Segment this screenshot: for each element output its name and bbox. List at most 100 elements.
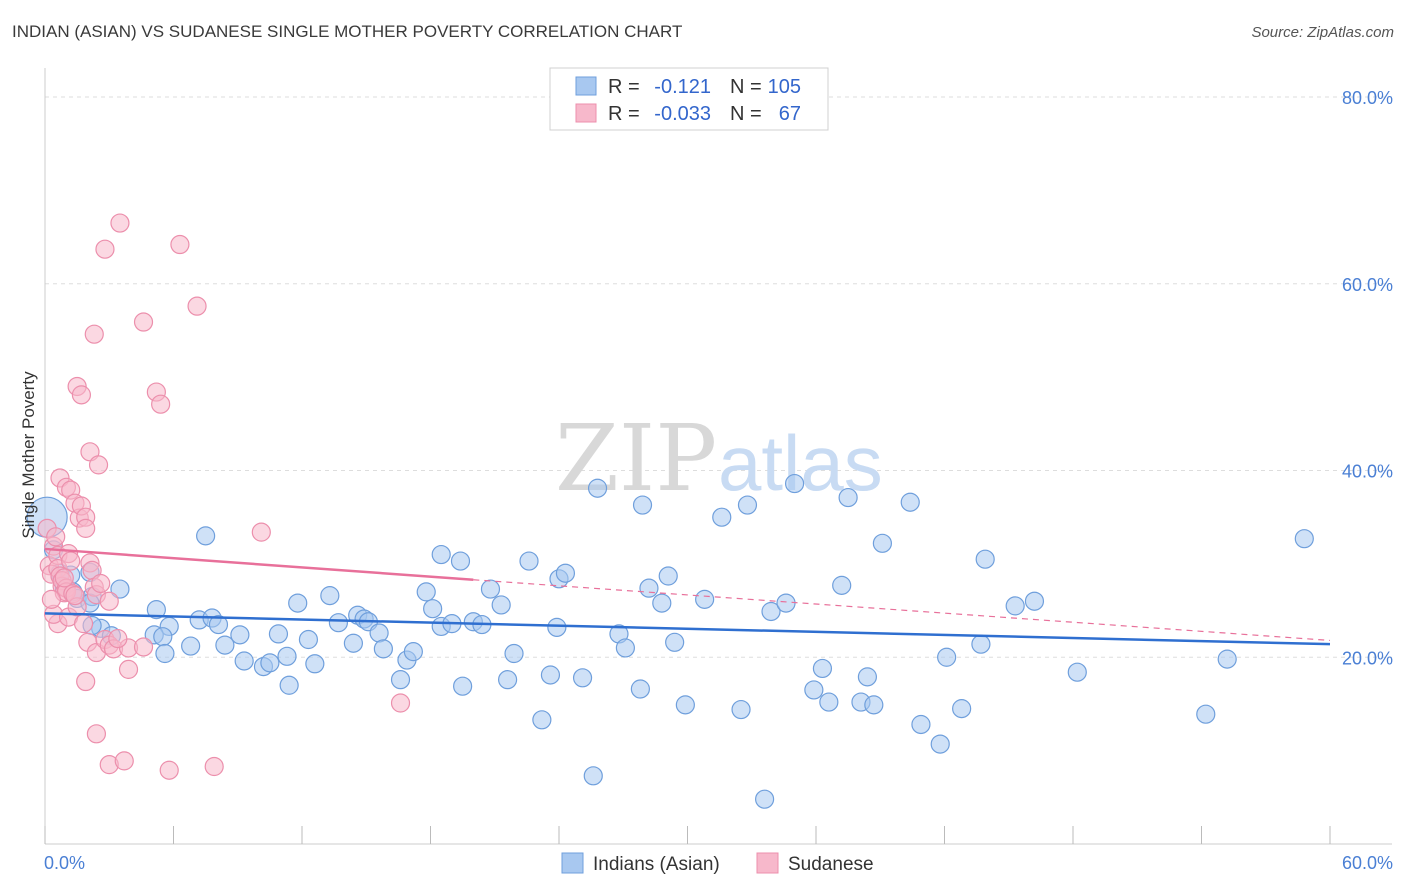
data-point	[630, 679, 650, 699]
data-point	[737, 495, 758, 515]
watermark-zip: ZIP	[555, 405, 717, 512]
chart-title: INDIAN (ASIAN) VS SUDANESE SINGLE MOTHER…	[12, 22, 683, 41]
data-point	[819, 692, 839, 712]
data-point	[639, 578, 659, 598]
watermark-atlas: atlas	[718, 419, 883, 507]
data-point	[675, 695, 695, 715]
data-point	[754, 789, 775, 809]
y-axis-label-group: Single Mother Poverty	[19, 371, 38, 539]
data-point	[583, 766, 603, 786]
legend-r-label: R =	[608, 103, 640, 125]
data-point	[86, 724, 107, 744]
data-point	[872, 533, 892, 553]
data-point	[652, 593, 672, 613]
legend-swatch-blue	[575, 76, 597, 96]
data-point	[453, 676, 473, 696]
data-point	[761, 601, 781, 622]
data-point	[65, 586, 85, 606]
data-point	[547, 617, 567, 637]
data-point	[1217, 649, 1237, 669]
data-point	[153, 627, 173, 647]
data-point	[279, 675, 299, 695]
data-point	[373, 639, 393, 659]
data-point	[76, 518, 96, 538]
data-point	[41, 589, 62, 609]
bottom-legend-label: Indians (Asian)	[593, 854, 720, 875]
data-point	[832, 575, 852, 595]
data-point	[784, 473, 805, 494]
data-point	[146, 600, 166, 620]
trend-line-indians-asian	[44, 612, 1331, 646]
data-point	[230, 625, 250, 645]
data-point	[91, 573, 111, 594]
data-point	[555, 563, 576, 583]
data-point	[975, 549, 995, 569]
legend-r-label: R =	[608, 76, 640, 98]
data-point	[930, 734, 950, 754]
data-point	[1294, 529, 1314, 549]
data-point	[491, 595, 511, 615]
bottom-legend-label: Sudanese	[788, 854, 874, 875]
data-point	[498, 670, 518, 690]
data-point	[99, 591, 119, 611]
data-point	[1024, 591, 1045, 611]
data-point	[572, 668, 593, 688]
data-point	[251, 522, 271, 542]
legend-swatch-pink	[575, 103, 597, 123]
data-point	[857, 667, 878, 687]
trend-lines	[44, 547, 1331, 646]
legend-n-label: N =	[730, 76, 762, 98]
data-point	[390, 670, 411, 690]
series-sudanese	[37, 213, 411, 780]
data-point	[108, 628, 128, 649]
data-point	[519, 551, 539, 571]
data-point	[665, 632, 685, 652]
data-point	[46, 527, 66, 547]
data-point	[208, 614, 229, 635]
data-point	[204, 756, 224, 777]
data-point	[155, 643, 175, 664]
axes	[44, 68, 1392, 845]
tick-labels: 20.0% 40.0% 60.0% 80.0% 0.0% 60.0%	[44, 88, 1393, 873]
data-point	[61, 551, 81, 571]
data-point	[187, 296, 207, 316]
data-point	[615, 638, 635, 658]
data-point	[118, 659, 139, 679]
y-axis-label: Single Mother Poverty	[19, 371, 38, 539]
data-point	[911, 714, 931, 735]
y-tick-label: 60.0%	[1342, 275, 1393, 295]
data-point	[416, 582, 436, 602]
x-tick-label: 0.0%	[44, 853, 85, 873]
data-point	[776, 593, 796, 613]
data-point	[114, 751, 134, 771]
data-point	[305, 654, 325, 674]
data-point	[288, 593, 308, 613]
data-point	[390, 693, 411, 713]
data-point	[298, 629, 319, 650]
bottom-legend-swatch-pink	[756, 852, 779, 874]
data-point	[84, 324, 104, 344]
data-point	[215, 635, 235, 655]
data-point	[54, 568, 74, 588]
data-point	[952, 699, 972, 719]
y-tick-label: 20.0%	[1342, 648, 1393, 668]
data-point	[181, 636, 201, 656]
data-point	[1005, 596, 1025, 616]
data-point	[838, 487, 858, 508]
data-point	[804, 680, 824, 700]
bottom-legend: Indians (Asian) Sudanese	[561, 852, 874, 875]
data-point	[431, 544, 451, 565]
data-point	[540, 665, 561, 685]
data-point	[864, 695, 884, 715]
data-point	[110, 213, 130, 233]
data-point	[971, 634, 991, 654]
data-point	[328, 613, 349, 633]
data-point	[1067, 662, 1087, 682]
x-tick-label: 60.0%	[1342, 853, 1393, 873]
data-point	[658, 566, 678, 586]
data-point	[403, 642, 423, 662]
data-point	[632, 495, 653, 515]
data-point	[1196, 704, 1216, 724]
legend-n-value: 67	[779, 103, 801, 125]
